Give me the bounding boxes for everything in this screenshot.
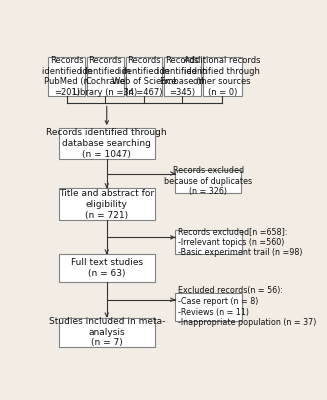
Text: Excluded records(n = 56):
-Case report (n = 8)
-Reviews (n = 11)
-Inappropriate : Excluded records(n = 56): -Case report (… — [178, 286, 316, 327]
Text: Records
identified in
Cochrane
Library (n =34): Records identified in Cochrane Library (… — [73, 56, 137, 97]
Bar — [202, 57, 242, 96]
Bar — [175, 293, 242, 320]
Bar — [48, 57, 85, 96]
Text: Additional records
identified through
other sources
(n = 0): Additional records identified through ot… — [184, 56, 260, 97]
Text: Records
identified in
Embase (n
=345): Records identified in Embase (n =345) — [157, 56, 208, 97]
Bar — [175, 230, 242, 254]
Text: Records excluded
because of duplicates
(n = 326): Records excluded because of duplicates (… — [164, 166, 252, 196]
Text: Records excluded[n =658]:
-Irrelevant topics (n =560)
-Basic experiment trail (n: Records excluded[n =658]: -Irrelevant to… — [178, 227, 302, 257]
Bar — [59, 188, 155, 220]
Bar — [59, 254, 155, 282]
Text: Full text studies
(n = 63): Full text studies (n = 63) — [71, 258, 143, 278]
Text: Records
identified in
PubMed (n
=201): Records identified in PubMed (n =201) — [42, 56, 92, 97]
Text: Records
identified in
Web of Science
(n =467): Records identified in Web of Science (n … — [112, 56, 176, 97]
Bar — [164, 57, 201, 96]
Bar — [87, 57, 124, 96]
Text: Records identified through
database searching
(n = 1047): Records identified through database sear… — [46, 128, 167, 159]
Bar — [126, 57, 162, 96]
Text: Title and abstract for
eligibility
(n = 721): Title and abstract for eligibility (n = … — [59, 189, 154, 220]
Bar — [59, 128, 155, 159]
Bar — [59, 318, 155, 347]
Text: Studies included in meta-
analysis
(n = 7): Studies included in meta- analysis (n = … — [49, 317, 165, 347]
Bar — [175, 170, 241, 193]
